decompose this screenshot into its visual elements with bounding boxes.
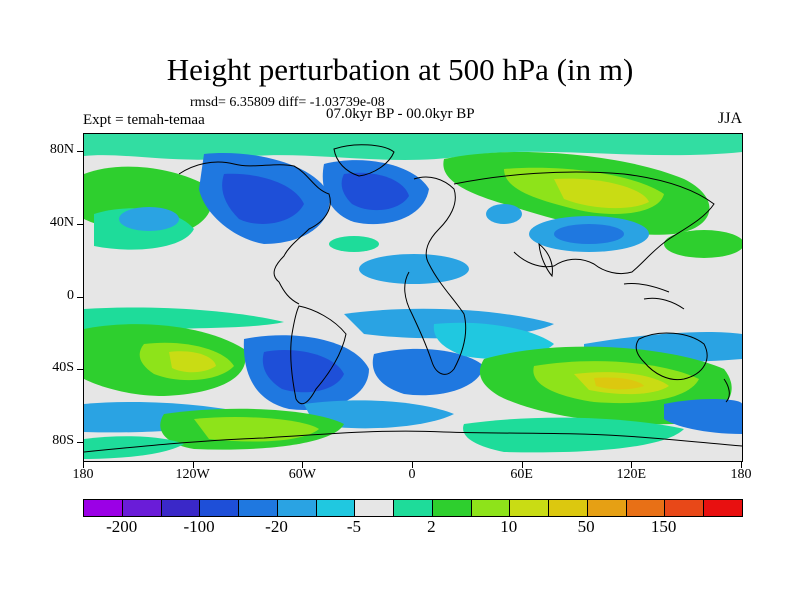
- contour-field: [84, 134, 742, 459]
- x-tick-mark: [521, 462, 523, 468]
- season-label: JJA: [717, 110, 742, 127]
- colorbar-swatch: [316, 500, 356, 516]
- colorbar-swatch: [277, 500, 317, 516]
- x-tick-mark: [302, 462, 304, 468]
- colorbar-swatch: [84, 500, 123, 516]
- colorbar: [83, 499, 743, 517]
- colorbar-swatch: [200, 500, 240, 516]
- colorbar-swatch: [626, 500, 666, 516]
- y-tick-mark: [77, 296, 83, 298]
- x-tick-mark: [83, 462, 84, 468]
- y-tick-label: 40N: [49, 214, 74, 230]
- x-tick-label: 60W: [288, 467, 316, 482]
- colorbar-label: 2: [427, 517, 436, 536]
- colorbar-swatch: [161, 500, 201, 516]
- x-tick-mark: [412, 462, 413, 468]
- experiment-label: Expt = temah-temaa: [83, 112, 205, 128]
- colorbar-label: 10: [500, 517, 518, 536]
- x-tick-mark: [192, 462, 194, 468]
- coastlines: [84, 144, 742, 453]
- colorbar-swatch: [122, 500, 162, 516]
- colorbar-label: 150: [650, 517, 677, 536]
- colorbar-swatch: [355, 500, 395, 516]
- colorbar-label: -5: [346, 517, 362, 536]
- x-tick-label: 0: [408, 467, 416, 482]
- y-tick-label: 80S: [52, 432, 74, 448]
- y-tick-mark: [77, 223, 83, 225]
- colorbar-swatch: [432, 500, 472, 516]
- x-tick-mark: [631, 462, 633, 468]
- x-tick-label: 180: [72, 467, 94, 482]
- y-tick-label: 0: [67, 287, 74, 303]
- stats-text: rmsd= 6.35809 diff= -1.03739e-08: [190, 95, 385, 110]
- y-tick-label: 40S: [52, 360, 74, 376]
- y-tick-label: 80N: [49, 142, 74, 158]
- x-tick-label: 120E: [616, 467, 647, 482]
- colorbar-label: 50: [577, 517, 595, 536]
- colorbar-swatch: [587, 500, 627, 516]
- colorbar-swatch: [471, 500, 511, 516]
- colorbar-label: -200: [106, 517, 138, 536]
- map-panel: [83, 133, 743, 462]
- x-tick-label: 180: [730, 467, 752, 482]
- colorbar-swatch: [549, 500, 588, 516]
- period-text: 07.0kyr BP - 00.0kyr BP: [326, 106, 475, 122]
- colorbar-swatch: [510, 500, 550, 516]
- y-tick-mark: [77, 369, 83, 371]
- colorbar-swatch: [394, 500, 433, 516]
- y-tick-mark: [77, 151, 83, 153]
- map-field-svg: [84, 134, 742, 459]
- colorbar-swatch: [704, 500, 743, 516]
- colorbar-swatch: [239, 500, 278, 516]
- plot-title: Height perturbation at 500 hPa (in m): [166, 52, 634, 87]
- y-tick-mark: [77, 441, 83, 443]
- x-tick-label: 120W: [175, 467, 210, 482]
- x-tick-label: 60E: [510, 467, 533, 482]
- colorbar-swatch: [665, 500, 705, 516]
- colorbar-label: -100: [183, 517, 215, 536]
- x-tick-mark: [741, 462, 742, 468]
- colorbar-label: -20: [265, 517, 288, 536]
